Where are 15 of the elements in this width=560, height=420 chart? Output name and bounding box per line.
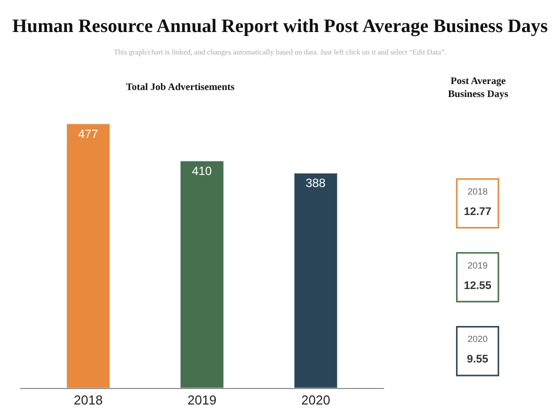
- category-label: 2020: [468, 334, 488, 344]
- data-label: 12.55: [464, 280, 492, 292]
- category-label: 2018: [468, 186, 488, 197]
- data-label: 410: [192, 164, 212, 178]
- x-tick-label: 2019: [188, 392, 216, 408]
- text: Total Job Advertisements: [126, 82, 235, 93]
- text: Post Average Business Days: [448, 76, 508, 100]
- x-tick-label: 2018: [74, 392, 103, 408]
- data-label: 388: [306, 176, 326, 190]
- category-label: 2019: [468, 260, 488, 270]
- x-tick-label: 2020: [301, 392, 330, 408]
- data-label: 9.55: [466, 354, 488, 366]
- chart-title: Human Resource Annual Report with Post Average Business Days: [12, 16, 548, 38]
- data-label: 477: [78, 126, 98, 141]
- data-label: 12.77: [464, 206, 492, 218]
